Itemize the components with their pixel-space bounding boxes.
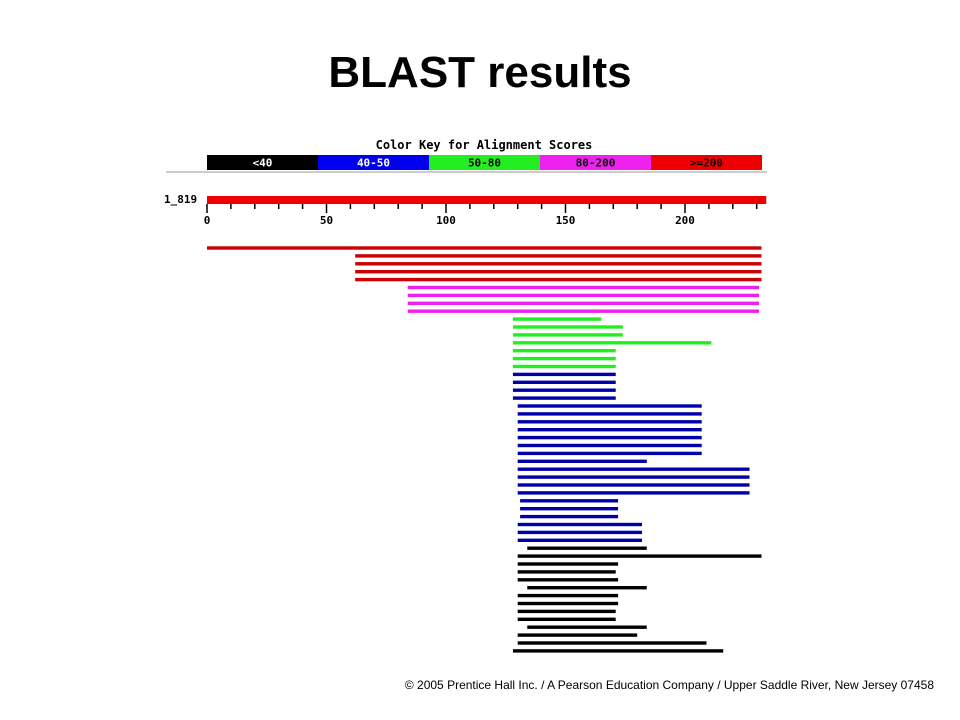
color-key-label: 50-80 (468, 157, 501, 170)
color-key: <40 40-50 50-80 80-200 >=200 (207, 155, 762, 170)
alignment-hit-bar[interactable] (527, 546, 647, 550)
alignment-hit-bar[interactable] (527, 625, 647, 629)
alignment-hit-bar[interactable] (517, 420, 702, 424)
alignment-hit-bar[interactable] (517, 451, 702, 456)
alignment-hit-bar[interactable] (527, 586, 647, 590)
alignment-hit-bar[interactable] (517, 538, 642, 542)
color-key-swatch (318, 155, 429, 170)
color-key-label: 40-50 (357, 157, 390, 170)
alignment-hit-bar[interactable] (517, 443, 702, 448)
alignment-hit-bar[interactable] (517, 522, 642, 527)
alignment-hit-bar[interactable] (517, 404, 702, 408)
alignment-hit-bar[interactable] (512, 649, 724, 653)
ruler-tick-label: 50 (320, 214, 333, 227)
alignment-hit-bar[interactable] (517, 578, 619, 582)
color-key-label: >=200 (690, 157, 723, 170)
alignment-hit-bar[interactable] (520, 499, 619, 503)
color-key-label: <40 (253, 157, 273, 170)
alignment-hit-bar[interactable] (517, 570, 616, 574)
alignment-hit-bar[interactable] (407, 309, 760, 313)
alignment-hit-bar[interactable] (512, 356, 616, 361)
alignment-hit-bar[interactable] (512, 388, 616, 392)
alignment-hit-bar[interactable] (517, 641, 707, 645)
ruler-tick-label: 0 (204, 214, 211, 227)
alignment-hit-bar[interactable] (517, 491, 750, 495)
alignment-hit-bar[interactable] (355, 270, 762, 274)
color-key-title: Color Key for Alignment Scores (376, 138, 593, 152)
alignment-hit-bar[interactable] (512, 341, 712, 345)
alignment-hit-bar[interactable] (207, 246, 762, 250)
figure-background (166, 128, 767, 664)
alignment-hit-bar[interactable] (407, 293, 760, 298)
page-title: BLAST results (328, 48, 632, 97)
alignment-hit-bar[interactable] (517, 617, 616, 621)
alignment-hit-bar[interactable] (517, 467, 750, 471)
alignment-hit-bar[interactable] (517, 601, 619, 606)
alignment-hit-bar[interactable] (517, 435, 702, 440)
color-key-label: 80-200 (576, 157, 616, 170)
query-label: 1_819 (164, 193, 197, 206)
alignment-hit-bar[interactable] (517, 483, 750, 487)
ruler-tick-label: 200 (675, 214, 695, 227)
alignment-hit-bar[interactable] (512, 380, 616, 384)
alignment-hit-bar[interactable] (517, 412, 702, 416)
alignment-hit-bar[interactable] (512, 317, 602, 321)
alignment-hit-bar[interactable] (512, 349, 616, 353)
alignment-hit-bar[interactable] (355, 262, 762, 266)
alignment-hit-bar[interactable] (512, 372, 616, 377)
copyright-notice: © 2005 Prentice Hall Inc. / A Pearson Ed… (404, 678, 934, 692)
ruler-tick-label: 150 (556, 214, 576, 227)
alignment-hit-bar[interactable] (355, 277, 762, 282)
color-key-swatch (540, 155, 651, 170)
alignment-hit-bar[interactable] (517, 475, 750, 479)
alignment-hit-bar[interactable] (407, 285, 760, 290)
alignment-hit-bar[interactable] (517, 530, 642, 535)
alignment-hit-bar[interactable] (517, 459, 647, 463)
alignment-hit-bar[interactable] (517, 609, 616, 614)
alignment-hit-bar[interactable] (520, 514, 619, 519)
alignment-hit-bar[interactable] (517, 633, 638, 637)
alignment-hit-bar[interactable] (407, 301, 760, 305)
color-key-swatch (207, 155, 318, 170)
alignment-hit-bar[interactable] (520, 507, 619, 511)
alignment-hit-bar[interactable] (512, 364, 616, 369)
ruler-tick-label: 100 (436, 214, 456, 227)
color-key-swatch (651, 155, 762, 170)
alignment-hits (207, 246, 762, 653)
alignment-hit-bar[interactable] (355, 254, 762, 258)
alignment-hit-bar[interactable] (512, 325, 623, 329)
color-key-swatch (429, 155, 540, 170)
alignment-hit-bar[interactable] (517, 554, 762, 558)
alignment-hit-bar[interactable] (512, 396, 616, 400)
alignment-hit-bar[interactable] (517, 428, 702, 432)
query-bar (207, 196, 767, 204)
scale-ruler: 0 50 100 150 200 (204, 204, 758, 227)
alignment-hit-bar[interactable] (517, 562, 619, 566)
alignment-hit-bar[interactable] (517, 593, 619, 598)
alignment-hit-bar[interactable] (512, 333, 623, 337)
